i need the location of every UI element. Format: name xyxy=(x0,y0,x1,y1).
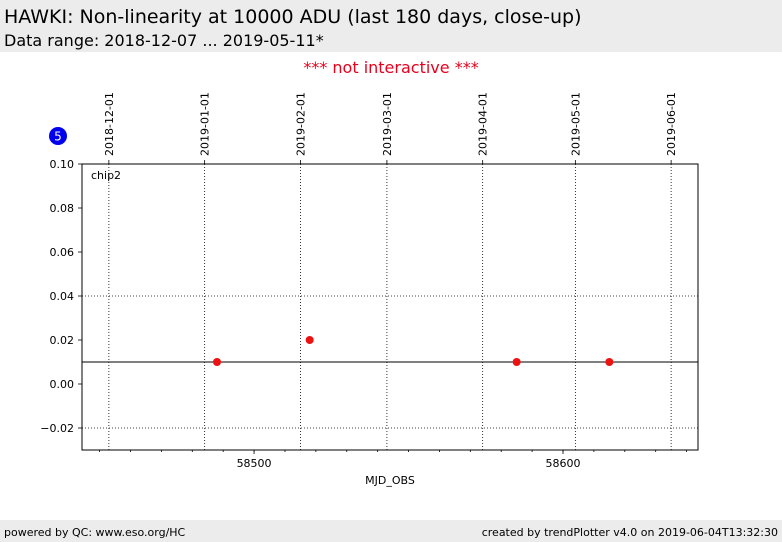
y-tick-label: 0.06 xyxy=(50,246,75,259)
date-tick-label: 2019-04-01 xyxy=(477,92,490,156)
not-interactive-notice: *** not interactive *** xyxy=(303,58,479,77)
y-tick-label: −0.02 xyxy=(40,422,74,435)
x-tick-label: 58500 xyxy=(237,457,272,470)
data-point xyxy=(213,358,222,366)
data-range-subtitle: Data range: 2018-12-07 ... 2019-05-11* xyxy=(4,31,324,50)
y-tick-label: 0.00 xyxy=(50,378,75,391)
y-tick-label: 0.10 xyxy=(50,158,75,171)
date-tick-label: 2019-01-01 xyxy=(199,92,212,156)
x-tick-label: 58600 xyxy=(545,457,580,470)
date-tick-label: 2019-03-01 xyxy=(381,92,394,156)
data-point xyxy=(512,358,521,366)
date-tick-label: 2019-05-01 xyxy=(569,92,582,156)
y-tick-label: 0.04 xyxy=(50,290,75,303)
date-tick-label: 2018-12-01 xyxy=(103,92,116,156)
y-tick-label: 0.02 xyxy=(50,334,75,347)
date-tick-label: 2019-06-01 xyxy=(665,92,678,156)
panel-label: chip2 xyxy=(91,169,121,182)
date-tick-label: 2019-02-01 xyxy=(294,92,307,156)
footer-powered-by: powered by QC: www.eso.org/HC xyxy=(4,526,186,539)
panel-number-badge-text: 5 xyxy=(54,130,62,144)
data-point xyxy=(305,336,314,344)
header-bar: HAWKI: Non-linearity at 10000 ADU (last … xyxy=(0,0,782,52)
panel-number-badge xyxy=(49,127,67,145)
plot-frame xyxy=(81,163,699,451)
x-axis-label: MJD_OBS xyxy=(365,474,415,487)
footer-bar: powered by QC: www.eso.org/HC created by… xyxy=(0,520,782,542)
page-title: HAWKI: Non-linearity at 10000 ADU (last … xyxy=(4,6,582,28)
footer-created-by: created by trendPlotter v4.0 on 2019-06-… xyxy=(481,526,778,539)
data-point xyxy=(605,358,614,366)
y-tick-label: 0.08 xyxy=(50,202,75,215)
